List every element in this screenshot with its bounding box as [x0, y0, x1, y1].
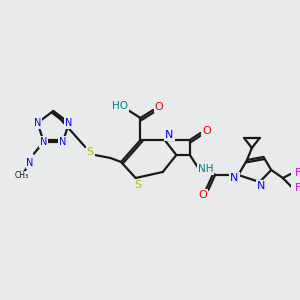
Text: N: N: [65, 118, 73, 128]
Text: HO: HO: [112, 101, 128, 111]
Text: F: F: [295, 168, 300, 178]
Text: S: S: [86, 147, 94, 157]
Text: N: N: [59, 137, 67, 147]
Text: O: O: [154, 102, 163, 112]
Text: N: N: [40, 137, 47, 147]
Text: O: O: [198, 190, 207, 200]
Text: N: N: [34, 118, 41, 128]
Text: N: N: [26, 158, 34, 168]
Text: N: N: [165, 130, 174, 140]
Text: N: N: [230, 173, 238, 183]
Text: O: O: [202, 126, 211, 136]
Text: CH₃: CH₃: [14, 171, 28, 180]
Text: S: S: [134, 180, 141, 190]
Text: NH: NH: [198, 164, 213, 174]
Text: F: F: [295, 183, 300, 193]
Text: N: N: [257, 181, 266, 191]
